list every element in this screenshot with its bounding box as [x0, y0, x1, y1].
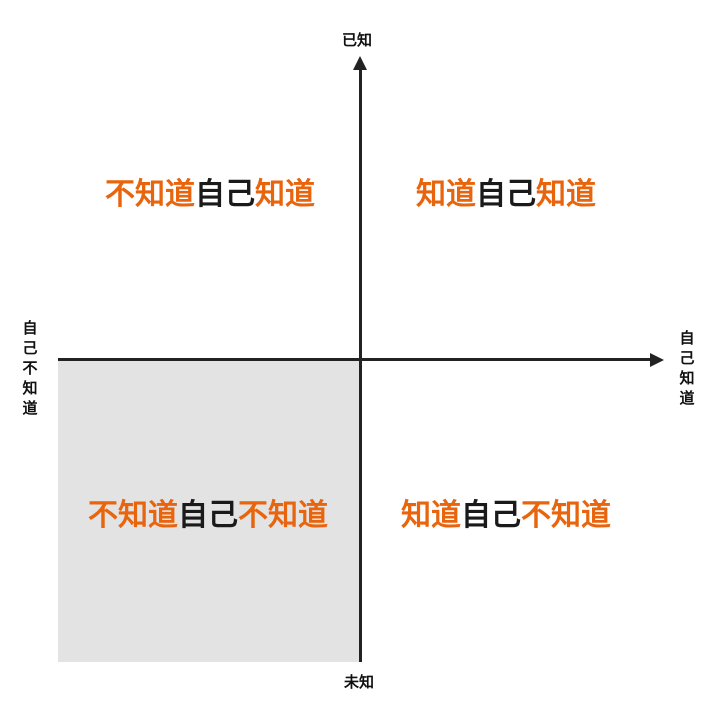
axis-label-bottom: 未知	[344, 673, 375, 691]
quadrant-prefix: 不知道	[88, 498, 178, 533]
quadrant-prefix: 知道	[416, 177, 476, 212]
quadrant-bottom-right: 知道自己不知道	[356, 501, 656, 531]
vertical-axis	[359, 64, 362, 662]
quadrant-top-left: 不知道自己知道	[60, 180, 360, 210]
arrow-right-icon	[650, 353, 664, 367]
quadrant-suffix: 知道	[255, 177, 315, 212]
horizontal-axis	[58, 358, 654, 361]
quadrant-middle: 自己	[178, 498, 238, 533]
quadrant-suffix: 知道	[536, 177, 596, 212]
quadrant-middle: 自己	[461, 498, 521, 533]
axis-label-right: 自己知道	[679, 329, 695, 407]
arrow-up-icon	[353, 56, 367, 70]
quadrant-suffix: 不知道	[521, 498, 611, 533]
quadrant-suffix: 不知道	[238, 498, 328, 533]
axis-label-top: 已知	[342, 31, 373, 49]
quadrant-middle: 自己	[476, 177, 536, 212]
quadrant-top-right: 知道自己知道	[356, 180, 656, 210]
quadrant-middle: 自己	[195, 177, 255, 212]
quadrant-prefix: 知道	[401, 498, 461, 533]
quadrant-prefix: 不知道	[105, 177, 195, 212]
axis-label-left: 自己不知道	[22, 319, 38, 417]
shaded-quadrant-bottom-left	[58, 360, 361, 662]
quadrant-bottom-left: 不知道自己不知道	[58, 501, 358, 531]
